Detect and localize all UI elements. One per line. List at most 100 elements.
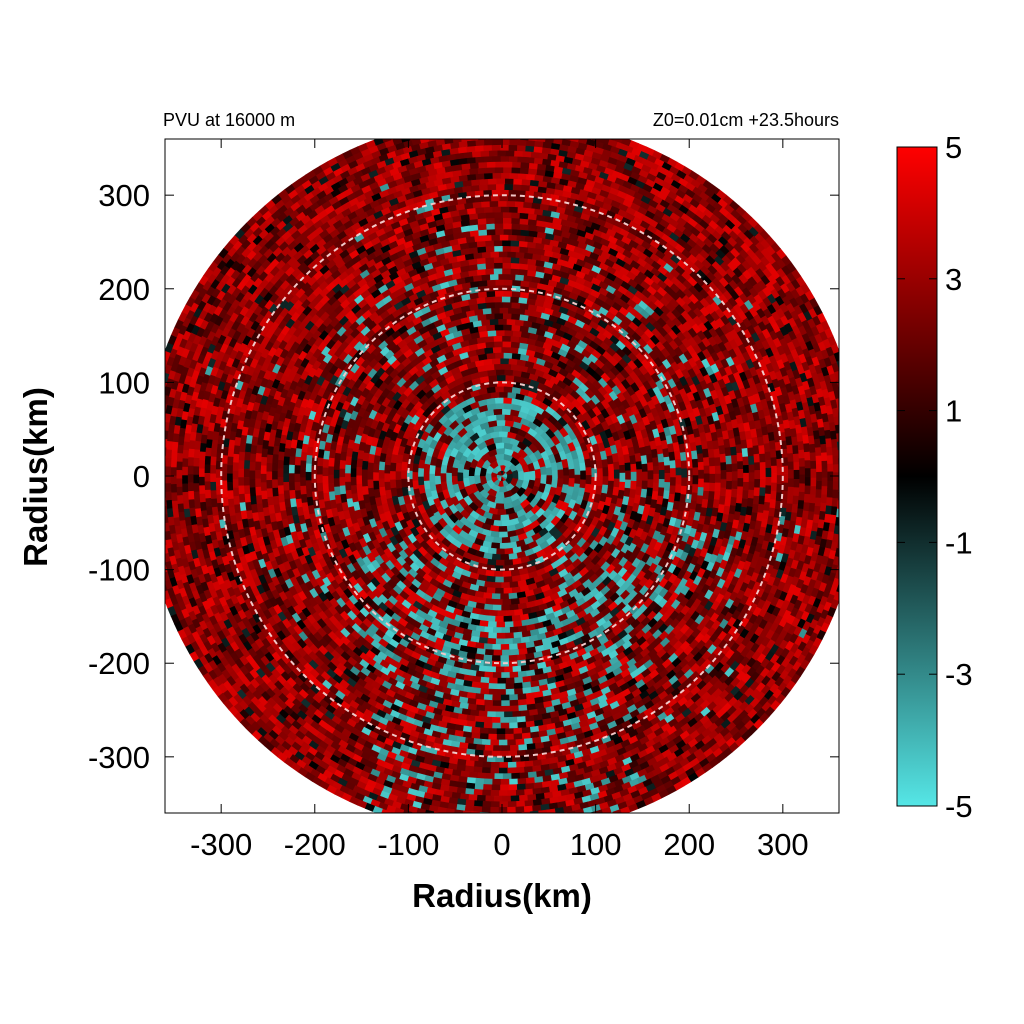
heatmap-cell — [529, 470, 536, 481]
heatmap-cell — [299, 477, 307, 487]
heatmap-cell — [366, 462, 374, 472]
heatmap-cell — [697, 461, 705, 471]
heatmap-cell — [254, 486, 262, 497]
heatmap-cell — [495, 559, 506, 567]
heatmap-cell — [495, 329, 505, 337]
heatmap-cell — [305, 480, 312, 490]
heatmap-cell — [485, 245, 495, 253]
heatmap-cell — [703, 464, 711, 475]
heatmap-cell — [500, 206, 510, 213]
heatmap-cell — [680, 459, 688, 470]
heatmap-cell — [511, 279, 522, 287]
heatmap-cell — [232, 479, 239, 489]
heatmap-cell — [491, 655, 502, 662]
heatmap-cell — [495, 419, 506, 427]
heatmap-cell — [434, 475, 442, 486]
heatmap-cell — [509, 671, 519, 679]
heatmap-cell — [237, 460, 245, 470]
heatmap-cell — [355, 483, 363, 494]
heatmap-cell — [260, 465, 267, 475]
heatmap-cell — [486, 228, 496, 236]
heatmap-cell — [316, 457, 324, 467]
heatmap-cell — [243, 477, 250, 487]
heatmap-cell — [500, 643, 510, 651]
heatmap-cell — [483, 716, 493, 724]
heatmap-cell — [495, 491, 506, 499]
heatmap-cell — [507, 307, 517, 315]
heatmap-cell — [494, 497, 505, 505]
heatmap-cell — [481, 307, 492, 315]
heatmap-cell — [497, 677, 507, 685]
heatmap-cell — [502, 222, 512, 230]
heatmap-cell — [503, 228, 513, 236]
heatmap-cell — [293, 473, 301, 483]
heatmap-cell — [502, 290, 513, 297]
heatmap-cell — [504, 621, 515, 628]
heatmap-cell — [483, 694, 494, 701]
heatmap-cell — [333, 469, 340, 480]
heatmap-cell — [742, 455, 750, 466]
heatmap-cell — [518, 470, 525, 481]
heatmap-cell — [477, 229, 488, 236]
heatmap-cell — [502, 217, 512, 224]
heatmap-cell — [493, 363, 503, 370]
heatmap-cell — [260, 490, 268, 501]
heatmap-cell — [504, 638, 514, 645]
heatmap-cell — [294, 456, 302, 467]
heatmap-cell — [478, 710, 489, 718]
heatmap-cell — [719, 452, 727, 463]
heatmap-cell — [502, 301, 512, 309]
heatmap-cell — [641, 479, 649, 490]
heatmap-cell — [510, 648, 520, 656]
heatmap-cell — [731, 462, 739, 473]
heatmap-cell — [493, 267, 503, 275]
heatmap-cell — [361, 477, 368, 488]
heatmap-cell — [551, 469, 559, 480]
heatmap-cell — [675, 475, 683, 485]
heatmap-cell — [491, 553, 502, 561]
heatmap-cell — [248, 461, 256, 472]
heatmap-cell — [759, 452, 766, 463]
heatmap-cell — [747, 489, 755, 499]
heatmap-cell — [486, 329, 497, 337]
heatmap-cell — [305, 488, 313, 499]
heatmap-cell — [503, 576, 514, 584]
heatmap-cell — [507, 234, 517, 241]
heatmap-cell — [484, 341, 495, 349]
heatmap-cell — [513, 631, 524, 639]
heatmap-cell — [713, 490, 721, 500]
heatmap-cell — [494, 228, 504, 235]
heatmap-cell — [277, 451, 285, 461]
heatmap-cell — [764, 450, 772, 461]
heatmap-cell — [719, 486, 727, 497]
heatmap-cell — [492, 346, 502, 354]
heatmap-cell — [400, 478, 408, 489]
heatmap-cell — [499, 357, 510, 365]
heatmap-cell — [754, 478, 761, 488]
heatmap-cell — [607, 480, 615, 490]
heatmap-cell — [619, 464, 626, 474]
heatmap-cell — [764, 492, 772, 503]
heatmap-cell — [503, 368, 514, 376]
heatmap-cell — [510, 245, 520, 253]
heatmap-cell — [502, 397, 513, 404]
heatmap-cell — [501, 536, 512, 544]
heatmap-cell — [658, 469, 666, 480]
heatmap-cell — [288, 464, 295, 474]
heatmap-cell — [516, 716, 527, 723]
heatmap-cell — [748, 463, 756, 474]
heatmap-cell — [434, 467, 442, 477]
heatmap-cell — [708, 456, 716, 467]
heatmap-cell — [495, 576, 505, 584]
heatmap-cell — [305, 463, 312, 473]
heatmap-cell — [500, 694, 511, 702]
heatmap-cell — [338, 468, 346, 478]
heatmap-cell — [498, 430, 509, 438]
heatmap-cell — [493, 519, 503, 527]
heatmap-cell — [492, 643, 502, 651]
heatmap-cell — [372, 472, 379, 482]
heatmap-cell — [493, 245, 503, 252]
heatmap-cell — [709, 473, 716, 484]
heatmap-cell — [355, 475, 363, 485]
heatmap-cell — [494, 397, 504, 404]
